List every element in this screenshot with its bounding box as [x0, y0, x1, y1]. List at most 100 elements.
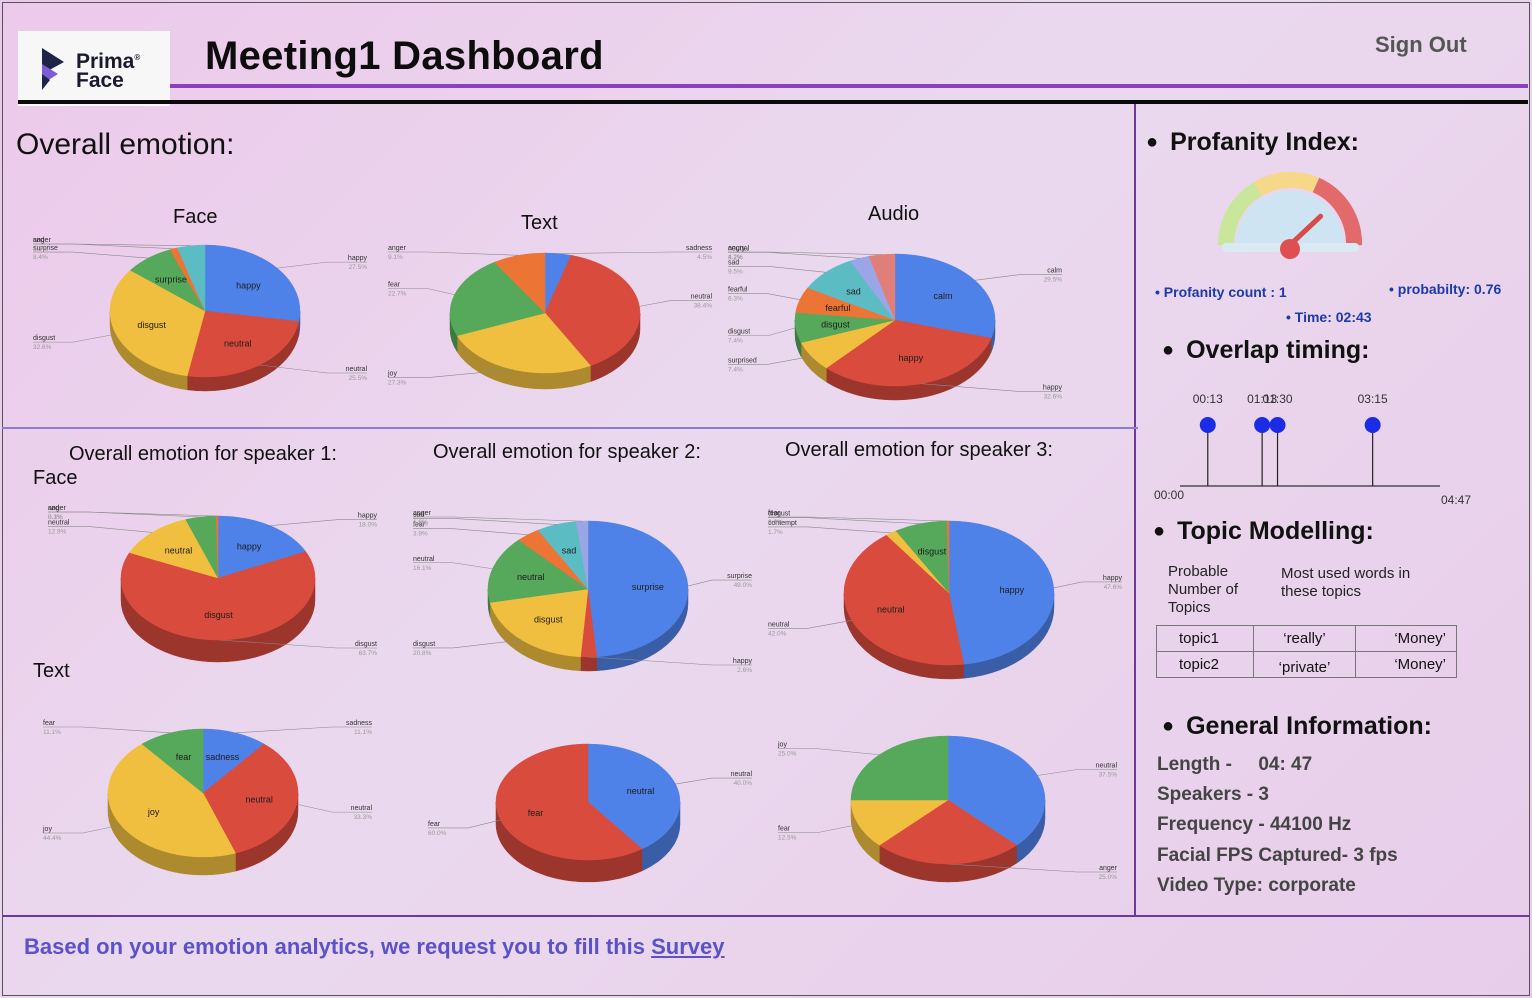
- pie-leader-line: [728, 251, 882, 255]
- pie-leader-line: [296, 803, 372, 813]
- sign-out-button[interactable]: Sign Out: [1375, 32, 1467, 57]
- pie-chart-speaker1-face: happy happy 18.0% disgust disgust 63.7% neutra…: [40, 500, 385, 675]
- pie-slice-calm[interactable]: [894, 253, 996, 339]
- pie-leader-line: [43, 726, 171, 734]
- pie-inside-label: disgust: [534, 615, 563, 625]
- pie-outer-label: joy: [777, 742, 787, 749]
- pie-outer-label: anger: [388, 245, 407, 252]
- pie-slice-anger[interactable]: [878, 799, 1018, 865]
- overall_face-svg: happy happy 27.5% neutral neutral 25.5% disgus…: [33, 237, 368, 392]
- pie-leader-line: [768, 620, 852, 629]
- pie-outer-pct: 40.0%: [734, 780, 753, 787]
- profanity-time-text: Time: 02:43: [1294, 309, 1372, 325]
- general-info-title: ● General Information:: [1162, 712, 1432, 740]
- pie-outer-label: sad: [413, 511, 424, 518]
- pie-outer-pct: 32.6%: [1044, 394, 1063, 401]
- pie-inside-label: neutral: [627, 786, 655, 796]
- brand-logo[interactable]: Prima® Face: [18, 31, 170, 106]
- pie-slice-joy[interactable]: [107, 743, 236, 858]
- pie-slice-joy[interactable]: [850, 735, 949, 801]
- pie-outer-label: happy: [733, 658, 753, 665]
- pie-outer-label: anger: [33, 237, 52, 244]
- pie-slice-fear[interactable]: [449, 261, 546, 336]
- overall_audio-svg: calm calm 29.5% happy happy 32.6% surprised 7.4…: [728, 245, 1063, 401]
- timeline-marker[interactable]: [1254, 417, 1271, 433]
- pie-slice-happy[interactable]: [948, 520, 1055, 665]
- page-title: Meeting1 Dashboard: [205, 34, 604, 78]
- pie-outer-label: contempt: [768, 520, 797, 527]
- overlap-timeline: 00:00 04:47 00:13 01:13 01:30 03:15: [1150, 385, 1480, 510]
- pie-outer-pct: 44.4%: [43, 835, 62, 842]
- pie-outer-label: neutral: [768, 621, 790, 628]
- pie-leader-line: [728, 327, 796, 337]
- pie-chart-speaker2-face: surprise surprise 49.0% happy 2.6% disgust dis…: [405, 505, 760, 690]
- pie-leader-line: [768, 526, 892, 534]
- pie-leader-line: [413, 518, 557, 525]
- pie-leader-line: [687, 579, 752, 587]
- pie-slice-neutral[interactable]: [186, 310, 300, 378]
- pie-outer-pct: 38.4%: [694, 302, 713, 309]
- pie-slice-happy[interactable]: [204, 244, 301, 322]
- timeline-mark-label: 01:30: [1263, 392, 1293, 406]
- pie-outer-pct: 8.4%: [33, 254, 48, 261]
- pie-outer-label: surprise: [33, 245, 58, 252]
- pie-slice-joy[interactable]: [456, 312, 591, 374]
- pie-slice-neutral[interactable]: [587, 743, 681, 850]
- pie-slice-disgust[interactable]: [120, 551, 316, 641]
- timeline-marker[interactable]: [1364, 417, 1381, 433]
- pie-leader-line: [588, 656, 752, 666]
- pie-slice-neutral[interactable]: [487, 539, 589, 603]
- pie-slice-fear[interactable]: [850, 799, 949, 846]
- pie-slice-anger[interactable]: [494, 252, 546, 314]
- pie-leader-line: [974, 274, 1062, 281]
- pie-slice-sadness[interactable]: [202, 728, 265, 794]
- s3_face-svg: happy happy 47.6% neutral neutral 42.0% contem…: [768, 510, 1123, 680]
- pie-outer-pct: 9.1%: [388, 254, 403, 261]
- overall-emotion-title: Overall emotion:: [16, 128, 235, 161]
- pie-leader-line: [33, 243, 192, 247]
- pie-outer-label: neutral: [346, 366, 368, 373]
- pie-outer-pct: 25.0%: [778, 751, 797, 758]
- panel-divider-vertical: [1134, 104, 1136, 916]
- survey-link[interactable]: Survey: [651, 934, 725, 959]
- pie-outer-label: neutral: [731, 771, 753, 778]
- pie-slice-surprise[interactable]: [587, 520, 689, 658]
- topics-col1-header: Probable Number of Topics: [1168, 563, 1239, 616]
- pie-leader-line: [413, 516, 583, 522]
- pie-outer-pct: 47.6%: [1104, 584, 1123, 591]
- overall-audio-title: Audio: [868, 203, 920, 225]
- general-frequency: Frequency - 44100 Hz: [1157, 814, 1352, 835]
- pie-outer-label: neutral: [413, 556, 435, 563]
- general-video-type: Video Type: corporate: [1157, 875, 1356, 896]
- pie-outer-pct: 25.5%: [349, 375, 368, 382]
- pie-slice-neutral[interactable]: [202, 743, 299, 854]
- pie-slice-fear[interactable]: [141, 728, 204, 794]
- pie-slice-neutral[interactable]: [129, 519, 219, 579]
- pie-outer-pct: 0.3%: [48, 514, 63, 521]
- s3_text-svg: neutral 37.5% anger 25.0% fear 12.5% joy 25.0%: [777, 735, 1118, 883]
- pie-outer-label: anger: [48, 505, 67, 512]
- pie-inside-label: joy: [147, 807, 160, 817]
- pie-chart-speaker3-face: happy happy 47.6% neutral neutral 42.0% contem…: [760, 505, 1130, 695]
- pie-outer-pct: 6.3%: [728, 296, 743, 303]
- timeline-marker[interactable]: [1269, 417, 1286, 433]
- pie-leader-line: [921, 383, 1062, 392]
- pie-leader-line: [639, 300, 712, 307]
- pie-slice-happy[interactable]: [825, 319, 992, 387]
- general-speakers: Speakers - 3: [1157, 784, 1269, 805]
- pie-leader-line: [33, 333, 117, 343]
- pie-leader-line: [235, 726, 372, 734]
- timeline-end-label: 04:47: [1441, 493, 1471, 507]
- timeline-marker[interactable]: [1199, 417, 1216, 433]
- pie-slice-anger[interactable]: [176, 244, 206, 312]
- pie-outer-label: fear: [428, 821, 441, 828]
- header-rule-black: [18, 100, 1528, 104]
- pie-leader-line: [1037, 769, 1117, 776]
- pie-slice-neutral[interactable]: [947, 735, 1046, 846]
- pie-slice-disgust[interactable]: [109, 269, 206, 377]
- pie-slice-happy[interactable]: [217, 515, 307, 579]
- header-rule-purple: [170, 84, 1528, 88]
- pie-slice-neutral[interactable]: [843, 534, 965, 666]
- s2_face-svg: surprise surprise 49.0% happy 2.6% disgust dis…: [413, 510, 753, 674]
